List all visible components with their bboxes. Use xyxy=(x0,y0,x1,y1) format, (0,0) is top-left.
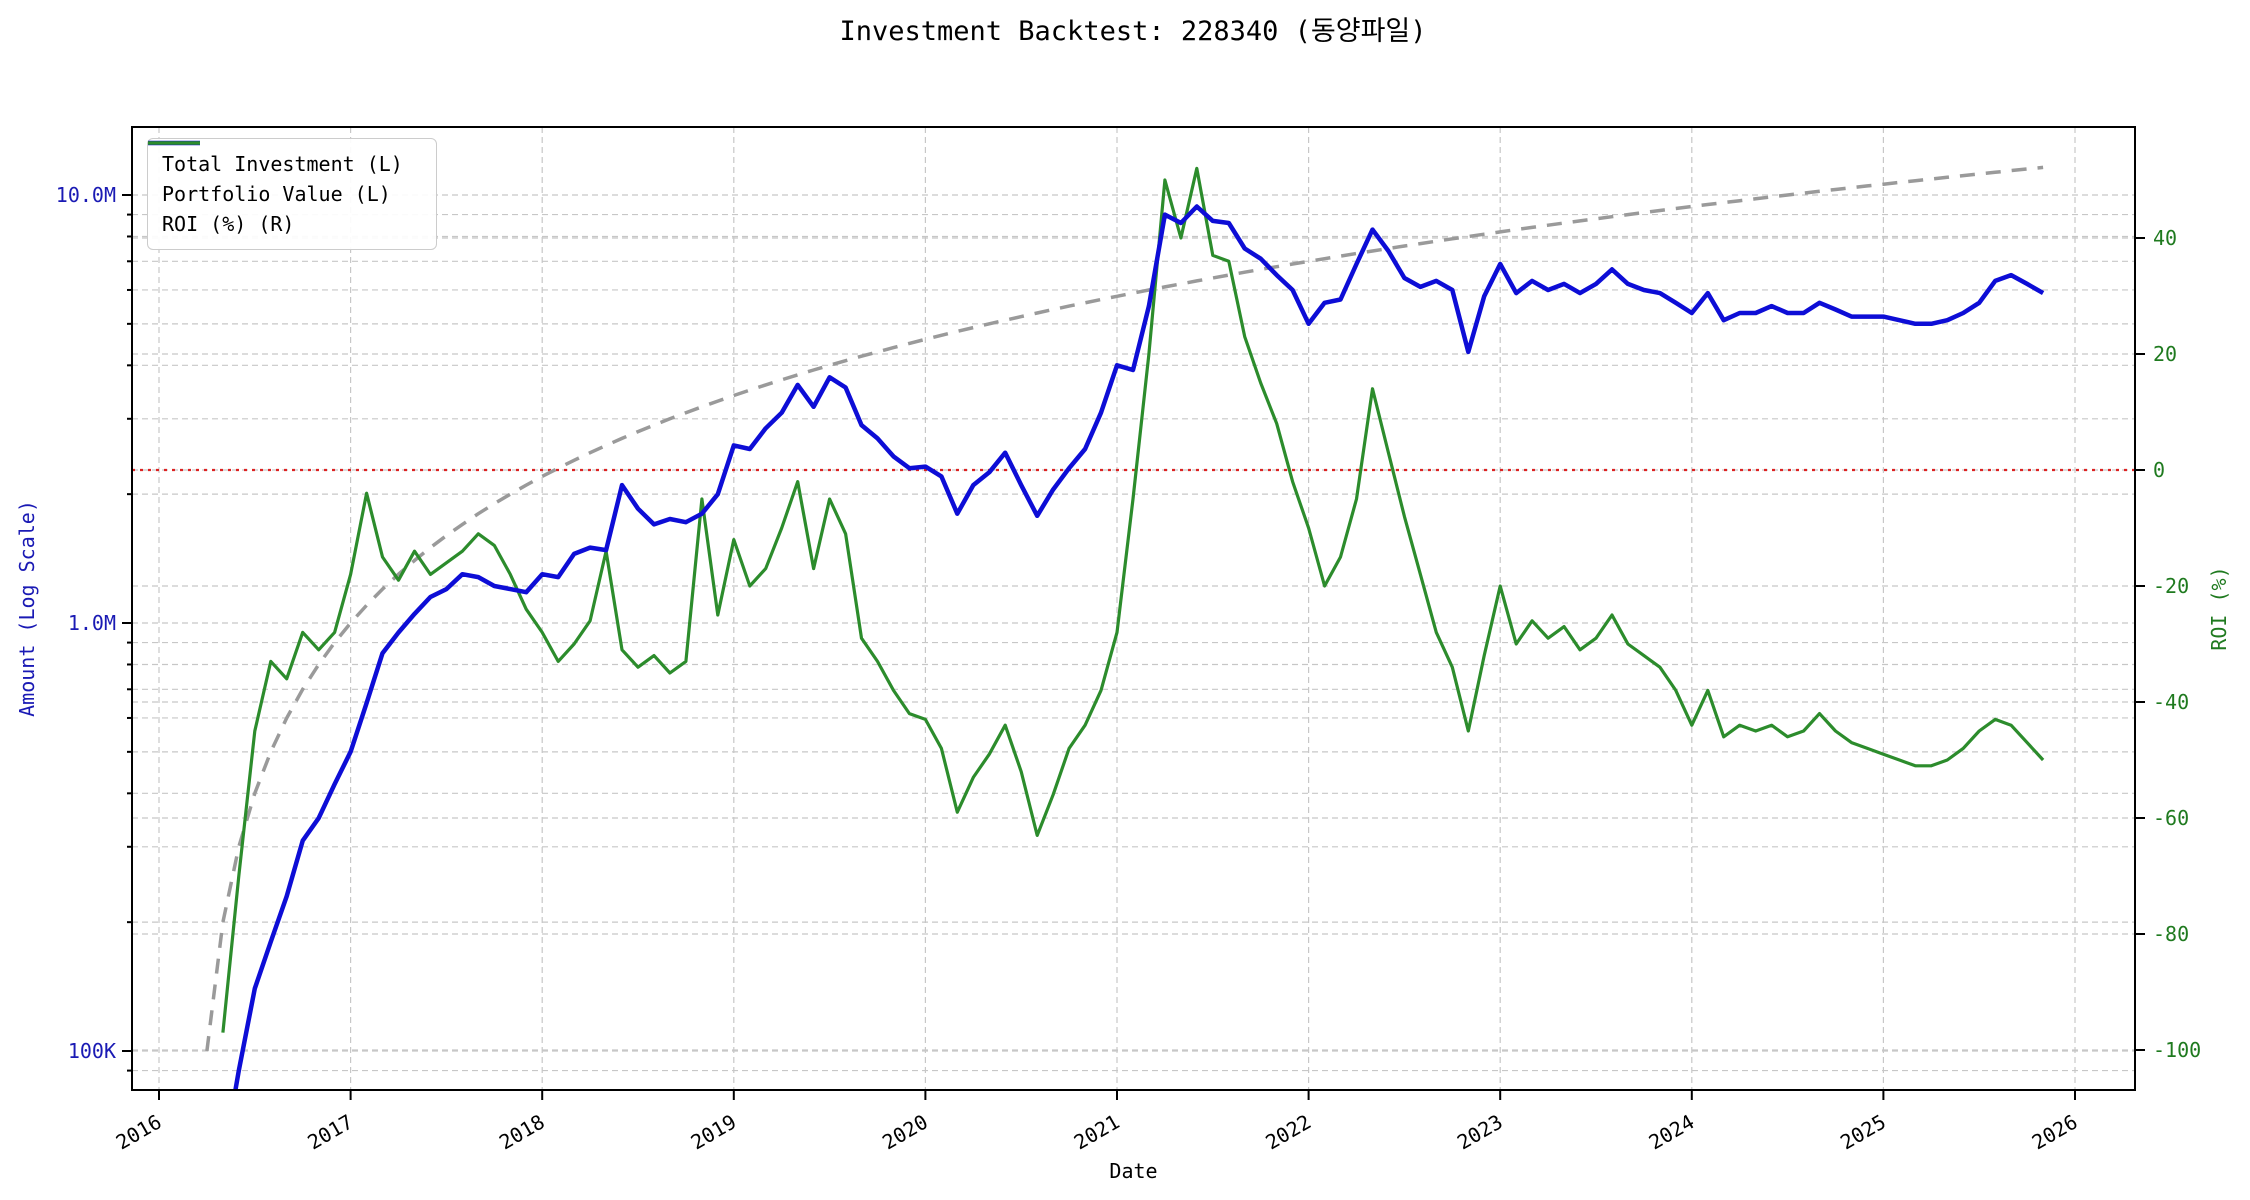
legend-label: Portfolio Value (L) xyxy=(162,182,391,206)
portfolio-value-line xyxy=(233,204,2045,1090)
roi-line xyxy=(221,166,2045,1033)
x-tick-label: 2019 xyxy=(687,1110,741,1155)
right-axis-label: ROI (%) xyxy=(2207,566,2231,650)
x-tick-label: 2023 xyxy=(1453,1110,1507,1155)
right-tick-label: -80 xyxy=(2153,922,2189,946)
left-tick-label: 10.0M xyxy=(56,183,116,207)
x-tick-label: 2026 xyxy=(2028,1110,2082,1155)
gridlines xyxy=(132,127,2135,1090)
legend-label: ROI (%) (R) xyxy=(162,212,295,236)
chart-title: Investment Backtest: 228340 (동양파일) xyxy=(839,16,1426,47)
right-tick-label: -20 xyxy=(2153,574,2189,598)
axis-labels: Date Amount (Log Scale) ROI (%) xyxy=(15,500,2231,1183)
x-tick-label: 2020 xyxy=(878,1110,932,1155)
plot-border xyxy=(131,126,2136,1091)
legend-item-total-investment: Total Investment (L) xyxy=(148,141,422,179)
x-tick-label: 2024 xyxy=(1645,1110,1699,1155)
right-tick-label: -40 xyxy=(2153,690,2189,714)
total-investment-line xyxy=(205,165,2044,1052)
legend-item-roi: ROI (%) (R) xyxy=(148,141,422,239)
legend-label: Total Investment (L) xyxy=(162,152,403,176)
right-tick-label: -60 xyxy=(2153,806,2189,830)
chart-legend[interactable]: Total Investment (L) Portfolio Value (L)… xyxy=(147,138,437,250)
x-tick-label: 2017 xyxy=(303,1110,357,1155)
left-tick-label: 1.0M xyxy=(68,611,116,635)
right-tick-label: 40 xyxy=(2153,226,2177,250)
x-tick-label: 2021 xyxy=(1070,1110,1124,1155)
series-lines xyxy=(132,165,2135,1090)
right-tick-label: 0 xyxy=(2153,458,2165,482)
x-axis-label: Date xyxy=(1109,1159,1157,1183)
x-tick-label: 2018 xyxy=(495,1110,549,1155)
legend-item-portfolio-value: Portfolio Value (L) xyxy=(148,140,422,209)
right-tick-label: 20 xyxy=(2153,342,2177,366)
left-axis-label: Amount (Log Scale) xyxy=(15,500,39,717)
right-tick-label: -100 xyxy=(2153,1038,2201,1062)
x-tick-label: 2022 xyxy=(1261,1110,1315,1155)
x-tick-label: 2025 xyxy=(1836,1110,1890,1155)
left-tick-label: 100K xyxy=(68,1039,116,1063)
solid-line-swatch-green xyxy=(148,141,200,145)
x-tick-label: 2016 xyxy=(112,1110,166,1155)
